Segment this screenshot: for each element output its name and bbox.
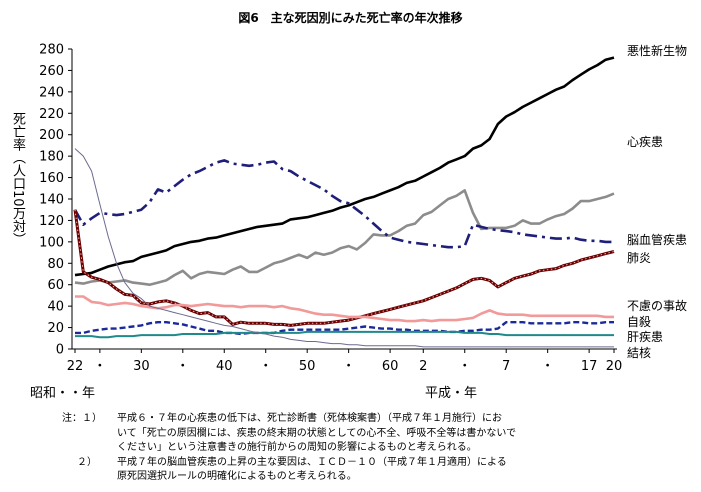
series-6-label: 肝疾患 xyxy=(627,329,663,344)
y-tick-label: 120 xyxy=(39,214,64,229)
footnote-1-number: 注：１） xyxy=(62,413,102,424)
series-1-label: 心疾患 xyxy=(627,134,663,149)
footnote-2: ２） 平成７年の脳血管疾患の上昇の主な要因は、ＩＣＤ－１０（平成７年１月適用）に… xyxy=(62,456,622,471)
y-axis-label: 死亡率（人口10万対） xyxy=(10,112,25,246)
series-5-line xyxy=(75,321,614,336)
series-4-line xyxy=(75,295,614,323)
footnote-1-cont2: ください」という注意書きの施行前からの周知の影響によるものと考えられる。 xyxy=(62,441,622,456)
x-tick-label: ・ xyxy=(342,359,355,374)
y-tick-label: 160 xyxy=(39,171,64,186)
y-tick-label: 40 xyxy=(47,300,64,315)
x-axis-label-showa: 昭和・・年 xyxy=(30,386,96,401)
y-tick-label: 0 xyxy=(56,343,64,358)
series-7-line xyxy=(74,148,614,348)
y-tick-label: 220 xyxy=(39,107,64,122)
footnote-1-line-3: ください」という注意書きの施行前からの周知の影響によるものと考えられる。 xyxy=(117,442,477,453)
y-tick-label: 200 xyxy=(39,128,64,143)
footnote-2-cont: 原死因選択ルールの明確化によるものと考えられる。 xyxy=(62,470,622,485)
chart-title: 図6 主な死因別にみた死亡率の年次推移 xyxy=(238,11,463,25)
y-tick-label: 260 xyxy=(39,64,64,79)
y-tick-label: 80 xyxy=(47,257,64,272)
y-tick-label: 180 xyxy=(39,150,64,165)
series-layer xyxy=(73,56,615,348)
footnotes: 注：１） 平成６・７年の心疾患の低下は、死亡診断書（死体検案書）（平成７年１月施… xyxy=(62,412,622,485)
footnote-1-cont: いて「死亡の原因欄には、疾患の終末期の状態としての心不全、呼吸不全等は書かないで xyxy=(62,427,622,442)
x-tick-label: 60 xyxy=(382,359,399,374)
x-tick-label: 50 xyxy=(299,359,316,374)
x-tick-label: ・ xyxy=(458,359,471,374)
x-tick-label: 17 xyxy=(581,359,598,374)
footnote-2-number: ２） xyxy=(77,456,97,468)
series-6-line xyxy=(75,330,614,339)
x-tick-label: 20 xyxy=(606,359,623,374)
x-tick-label: 40 xyxy=(216,359,233,374)
footnote-2-line-1: 平成７年の脳血管疾患の上昇の主な要因は、ＩＣＤ－１０（平成７年１月適用）による xyxy=(117,456,507,468)
series-3-dots xyxy=(74,209,615,326)
x-tick-label: 30 xyxy=(133,359,150,374)
footnote-2-line-2: 原死因選択ルールの明確化によるものと考えられる。 xyxy=(117,471,357,482)
footnote-1-line-2: いて「死亡の原因欄には、疾患の終末期の状態としての心不全、呼吸不全等は書かないで xyxy=(117,427,517,439)
series-2-label: 脳血管疾患 xyxy=(627,232,687,247)
series-2-line xyxy=(73,159,614,249)
axes: 0204060801001201401601802002202402602802… xyxy=(39,43,622,375)
footnote-1: 注：１） 平成６・７年の心疾患の低下は、死亡診断書（死体検案書）（平成７年１月施… xyxy=(62,412,622,427)
x-tick-label: 7 xyxy=(502,359,510,374)
y-tick-label: 60 xyxy=(47,278,64,293)
x-tick-label: ・ xyxy=(93,359,106,374)
series-0-label: 悪性新生物 xyxy=(627,43,687,58)
series-0-line xyxy=(74,56,615,277)
series-3-label: 肺炎 xyxy=(627,251,651,265)
y-tick-label: 280 xyxy=(39,43,64,58)
footnote-1-line-1: 平成６・７年の心疾患の低下は、死亡診断書（死体検案書）（平成７年１月施行）にお xyxy=(117,413,502,424)
series-7-label: 結核 xyxy=(627,346,651,360)
y-tick-label: 240 xyxy=(39,85,64,100)
x-axis-label-heisei: 平成・年 xyxy=(425,386,478,401)
x-tick-label: 2 xyxy=(419,359,427,374)
y-tick-label: 100 xyxy=(39,235,64,250)
x-tick-label: ・ xyxy=(176,359,189,374)
x-tick-label: 22 xyxy=(67,359,84,374)
y-tick-label: 140 xyxy=(39,193,64,208)
series-4-label: 不慮の事故 xyxy=(627,298,687,313)
y-tick-label: 20 xyxy=(47,321,64,336)
series-1-line xyxy=(74,189,615,287)
x-tick-label: ・ xyxy=(541,359,554,374)
x-tick-label: ・ xyxy=(259,359,272,374)
series-5-label: 自殺 xyxy=(627,315,651,329)
